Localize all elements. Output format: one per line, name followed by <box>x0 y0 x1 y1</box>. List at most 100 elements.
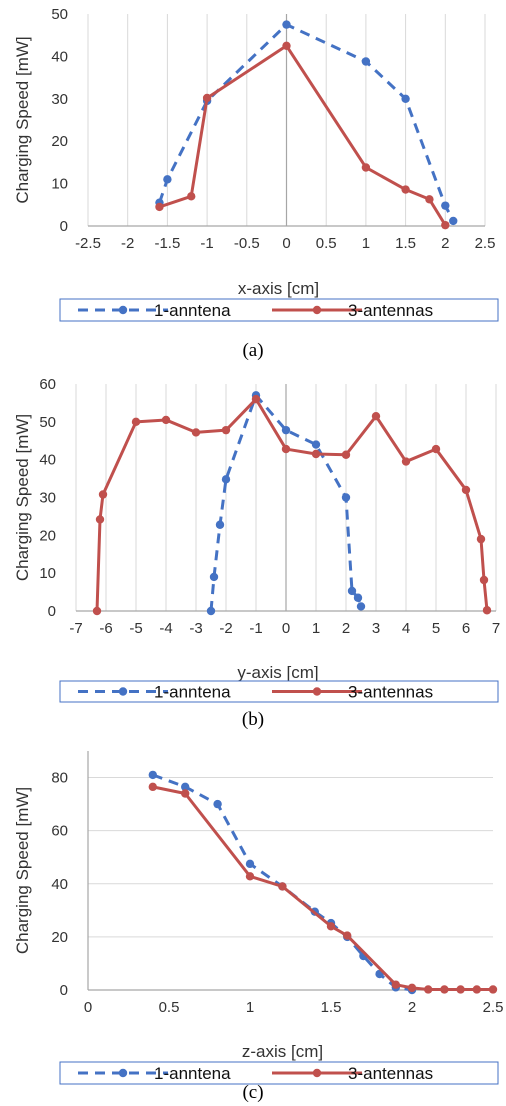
y-tick-label: 50 <box>39 414 56 431</box>
x-tick-label: 2 <box>408 999 416 1016</box>
legend: 1-anntena 3-antennas <box>59 298 499 322</box>
y-tick-label: 60 <box>39 376 56 393</box>
data-point-series-2 <box>92 606 102 616</box>
data-point-series-1 <box>311 440 321 449</box>
x-tick-label: 0.5 <box>316 235 337 252</box>
y-tick-label: 60 <box>51 823 68 840</box>
x-tick-label: -4 <box>159 620 172 637</box>
x-tick-label: 0.5 <box>159 999 180 1016</box>
legend: 1-anntena 3-antennas <box>59 1061 499 1085</box>
legend-label-1: 1-anntena <box>154 683 231 702</box>
data-point-series-2 <box>456 985 465 994</box>
data-point-series-2 <box>401 457 411 466</box>
y-tick-label: 20 <box>51 133 68 150</box>
y-axis-title: Charging Speed [mW] <box>13 36 32 203</box>
data-point-series-1 <box>449 216 458 226</box>
data-point-series-2 <box>371 411 381 421</box>
data-point-series-2 <box>278 882 287 891</box>
y-tick-label: 10 <box>39 565 56 582</box>
data-point-series-2 <box>245 872 255 881</box>
data-point-series-2 <box>441 220 450 230</box>
x-tick-label: 2.5 <box>475 235 496 252</box>
data-point-series-1 <box>206 606 216 616</box>
y-tick-label: 30 <box>51 91 68 108</box>
y-tick-label: 0 <box>60 218 68 235</box>
data-point-series-2 <box>476 534 486 544</box>
legend-label-2: 3-antennas <box>348 301 433 320</box>
x-tick-label: 2.5 <box>483 999 504 1016</box>
data-point-series-2 <box>461 485 471 495</box>
y-tick-label: 40 <box>51 876 68 893</box>
data-point-series-2 <box>282 41 291 50</box>
data-point-series-2 <box>341 450 351 459</box>
data-point-series-2 <box>191 428 201 437</box>
y-tick-label: 40 <box>39 452 56 469</box>
data-point-series-1 <box>282 20 291 29</box>
legend-marker-1 <box>118 1068 128 1078</box>
legend-label-1: 1-anntena <box>154 1064 231 1083</box>
chart-2: 0 10 20 30 40 50 60 -7 -6 -5 -4 -3 -2 -1 0 1 2 3 4 5 6 7 y-axi… <box>13 376 500 730</box>
x-tick-label: 2 <box>342 620 350 637</box>
y-tick-label: 40 <box>51 48 68 65</box>
x-tick-label: 1 <box>312 620 320 637</box>
x-tick-label: -2 <box>121 235 134 252</box>
x-tick-label: 0 <box>282 620 290 637</box>
y-tick-label: 50 <box>51 6 68 23</box>
data-point-series-2 <box>407 983 417 993</box>
series-line-2 <box>152 785 493 991</box>
data-point-series-1 <box>163 175 172 184</box>
series-line-2 <box>158 44 447 226</box>
data-point-series-1 <box>347 586 357 596</box>
y-tick-label: 0 <box>48 603 56 620</box>
chart-3: 0 20 40 60 80 0 0.5 1 1.5 2 2.5 z-axis [cm] Charging… <box>13 751 503 1103</box>
data-point-series-2 <box>311 449 321 459</box>
x-tick-label: -1 <box>200 235 213 252</box>
data-point-series-2 <box>95 515 105 524</box>
data-point-series-2 <box>221 425 231 435</box>
data-point-series-1 <box>401 94 410 104</box>
data-point-series-2 <box>424 985 433 994</box>
data-point-series-2 <box>251 394 261 404</box>
y-tick-label: 30 <box>39 490 56 507</box>
data-point-series-2 <box>479 575 489 585</box>
x-tick-label: 0 <box>282 235 290 252</box>
data-point-series-2 <box>361 163 371 172</box>
data-point-series-2 <box>187 192 196 201</box>
x-tick-label: 1.5 <box>321 999 342 1016</box>
x-tick-label: 1.5 <box>395 235 416 252</box>
x-tick-label: -1.5 <box>154 235 180 252</box>
figure-caption: (c) <box>242 1082 263 1103</box>
y-axis-title: Charging Speed [mW] <box>13 414 32 581</box>
data-point-series-2 <box>488 985 498 994</box>
x-axis-title: x-axis [cm] <box>238 279 319 298</box>
legend-marker-2 <box>312 1068 322 1078</box>
x-tick-label: -0.5 <box>234 235 260 252</box>
data-point-series-2 <box>181 789 190 798</box>
data-point-series-1 <box>181 782 190 792</box>
x-axis-title: z-axis [cm] <box>242 1042 323 1061</box>
data-point-series-2 <box>431 444 441 454</box>
chart-1: 0 10 20 30 40 50 -2.5 -2 -1.5 -1 -0.5 0 0.5 1 1.5 2 2.5 x… <box>13 6 499 361</box>
legend-marker-1 <box>118 305 128 315</box>
series-line-1 <box>158 23 455 222</box>
data-point-series-2 <box>343 931 352 940</box>
data-point-series-1 <box>361 57 371 66</box>
data-point-series-1 <box>245 859 255 869</box>
x-tick-label: 2 <box>441 235 449 252</box>
data-point-series-2 <box>482 606 492 615</box>
y-tick-label: 80 <box>51 770 68 787</box>
x-tick-label: 1 <box>246 999 254 1016</box>
y-tick-label: 0 <box>60 982 68 999</box>
data-point-series-2 <box>440 985 449 994</box>
data-point-series-2 <box>425 195 434 204</box>
x-tick-label: -2.5 <box>75 235 101 252</box>
x-tick-label: 1 <box>362 235 370 252</box>
figure-caption: (a) <box>242 340 263 361</box>
y-tick-label: 20 <box>51 929 68 946</box>
legend-marker-2 <box>312 305 322 315</box>
x-tick-label: -3 <box>189 620 202 637</box>
figure-caption: (b) <box>242 709 264 730</box>
series-line-2 <box>95 397 489 612</box>
x-tick-label: -1 <box>249 620 262 637</box>
